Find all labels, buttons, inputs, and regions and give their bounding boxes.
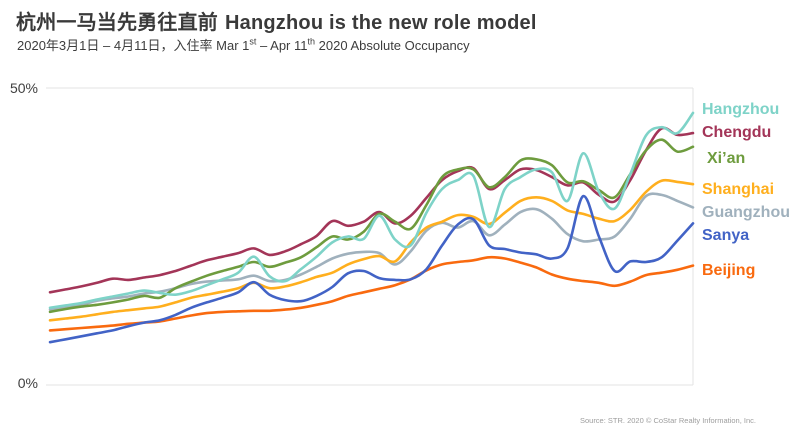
line-guangzhou: [48, 192, 695, 311]
legend-item-shanghai: Shanghai: [702, 181, 775, 198]
y-axis-label-50: 50%: [9, 80, 38, 96]
legend-item-xian: Xi’an: [707, 150, 746, 167]
legend-item-chengdu: Chengdu: [702, 124, 772, 141]
line-xian: [48, 138, 695, 314]
subtitle-part2: – Apr 11: [256, 38, 308, 53]
legend-item-guangzhou: Guangzhou: [702, 204, 790, 221]
subtitle-part1: 2020年3月1日 – 4月11日，入住率 Mar 1: [17, 38, 250, 53]
legend-item-sanya: Sanya: [702, 227, 750, 244]
legend-item-beijing: Beijing: [702, 262, 756, 279]
legend-item-hangzhou: Hangzhou: [702, 101, 780, 118]
line-shanghai: [48, 178, 695, 322]
line-hangzhou: [48, 111, 695, 310]
page-title: 杭州一马当先勇往直前 Hangzhou is the new role model: [16, 6, 537, 35]
subtitle-superscript-th: th: [307, 36, 316, 47]
subtitle: 2020年3月1日 – 4月11日，入住率 Mar 1st – Apr 11th…: [17, 35, 470, 54]
series-lines: [48, 111, 695, 344]
line-sanya: [48, 194, 695, 344]
title-chinese: 杭州一马当先勇往直前: [16, 12, 218, 34]
y-axis-label-0: 0%: [17, 375, 38, 391]
title-english: Hangzhou is the new role model: [225, 12, 537, 34]
line-chengdu: [48, 126, 695, 294]
source-attribution: Source: STR. 2020 © CoStar Realty Inform…: [579, 416, 756, 425]
subtitle-part3: 2020 Absolute Occupancy: [315, 38, 470, 53]
subtitle-superscript-st: st: [249, 36, 257, 47]
